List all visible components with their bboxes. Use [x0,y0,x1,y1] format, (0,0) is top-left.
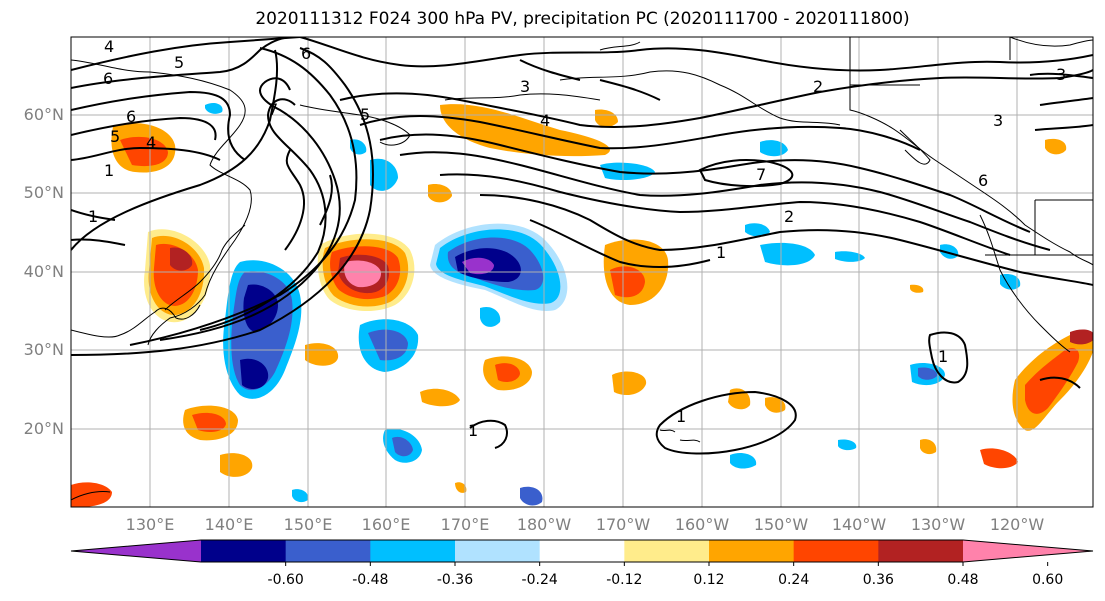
contour-label: 1 [938,347,948,366]
colorbar-bin [624,540,710,562]
lon-label: 160°W [674,515,730,534]
colorbar-bin [709,540,795,562]
figure-title: 2020111312 F024 300 hPa PV, precipitatio… [255,9,910,29]
lat-label: 40°N [23,262,64,281]
map-border [70,36,1094,508]
contour-label: 5 [110,127,120,146]
contour-label: 6 [301,44,311,63]
colorbar-tick-label: 0.24 [778,572,810,588]
contour-label: 6 [126,107,136,126]
lat-label: 50°N [23,183,64,202]
lon-label: 160°E [361,515,411,534]
contour-label: 3 [993,111,1003,130]
lon-label: 150°W [753,515,809,534]
contour-label: 4 [104,37,114,56]
colorbar-tick-label: -0.12 [606,572,643,588]
colorbar-bin [370,540,456,562]
lon-label: 170°E [440,515,490,534]
contour-label: 3 [520,77,530,96]
lon-label: 120°W [989,515,1045,534]
gridlines [71,37,1093,507]
contour-label: 6 [978,171,988,190]
colorbar-tick-label: -0.36 [436,572,474,588]
contour-label: 6 [103,69,113,88]
contour-label: 4 [146,133,156,152]
colorbar-tick-label: 0.36 [862,572,894,588]
lon-label: 170°W [595,515,651,534]
contour-label: 5 [360,105,370,124]
contour-label: 2 [784,207,794,226]
colorbar-bin [201,540,287,562]
colorbar-tick-label: 0.60 [1032,572,1064,588]
colorbar [70,539,1094,566]
colorbar-outline [70,539,1094,563]
lon-label: 150°E [283,515,333,534]
contour-label: 1 [676,407,686,426]
colorbar-extend-max [963,540,1093,562]
contour-label: 5 [174,53,184,72]
lon-label: 130°W [910,515,966,534]
contour-label: 1 [716,243,726,262]
colorbar-tick-label: 0.48 [947,572,979,588]
contour-label: 1 [104,161,114,180]
lat-label: 30°N [23,340,64,359]
lon-label: 180°W [516,515,572,534]
colorbar-bin [285,540,371,562]
lon-label: 140°W [831,515,887,534]
contour-label: 4 [540,111,550,130]
lat-label: 60°N [23,105,64,124]
contour-label: 7 [756,165,766,184]
lat-label: 20°N [23,419,64,438]
colorbar-tick-label: -0.24 [521,572,558,588]
contour-label: 1 [88,207,98,226]
colorbar-bin [455,540,541,562]
colorbar-extend-min [71,540,201,562]
contour-labels: 4 5 6 6 5 4 1 1 7 6 5 3 4 2 3 3 6 2 1 7 … [88,37,1066,440]
colorbar-bin [793,540,879,562]
contour-label: 1 [468,421,478,440]
coastlines [71,37,1093,501]
colorbar-tick-label: 0.12 [693,572,725,588]
colorbar-bin [539,540,625,562]
contour-label: 3 [1056,65,1066,84]
colorbar-bin [878,540,964,562]
lon-label: 130°E [125,515,175,534]
pv-contours [71,37,1093,455]
lon-label: 140°E [204,515,254,534]
contour-label: 2 [813,77,823,96]
contour-label: 7 [268,100,278,119]
colorbar-tick-label: -0.48 [352,572,389,588]
colorbar-tick-label: -0.60 [267,572,304,588]
